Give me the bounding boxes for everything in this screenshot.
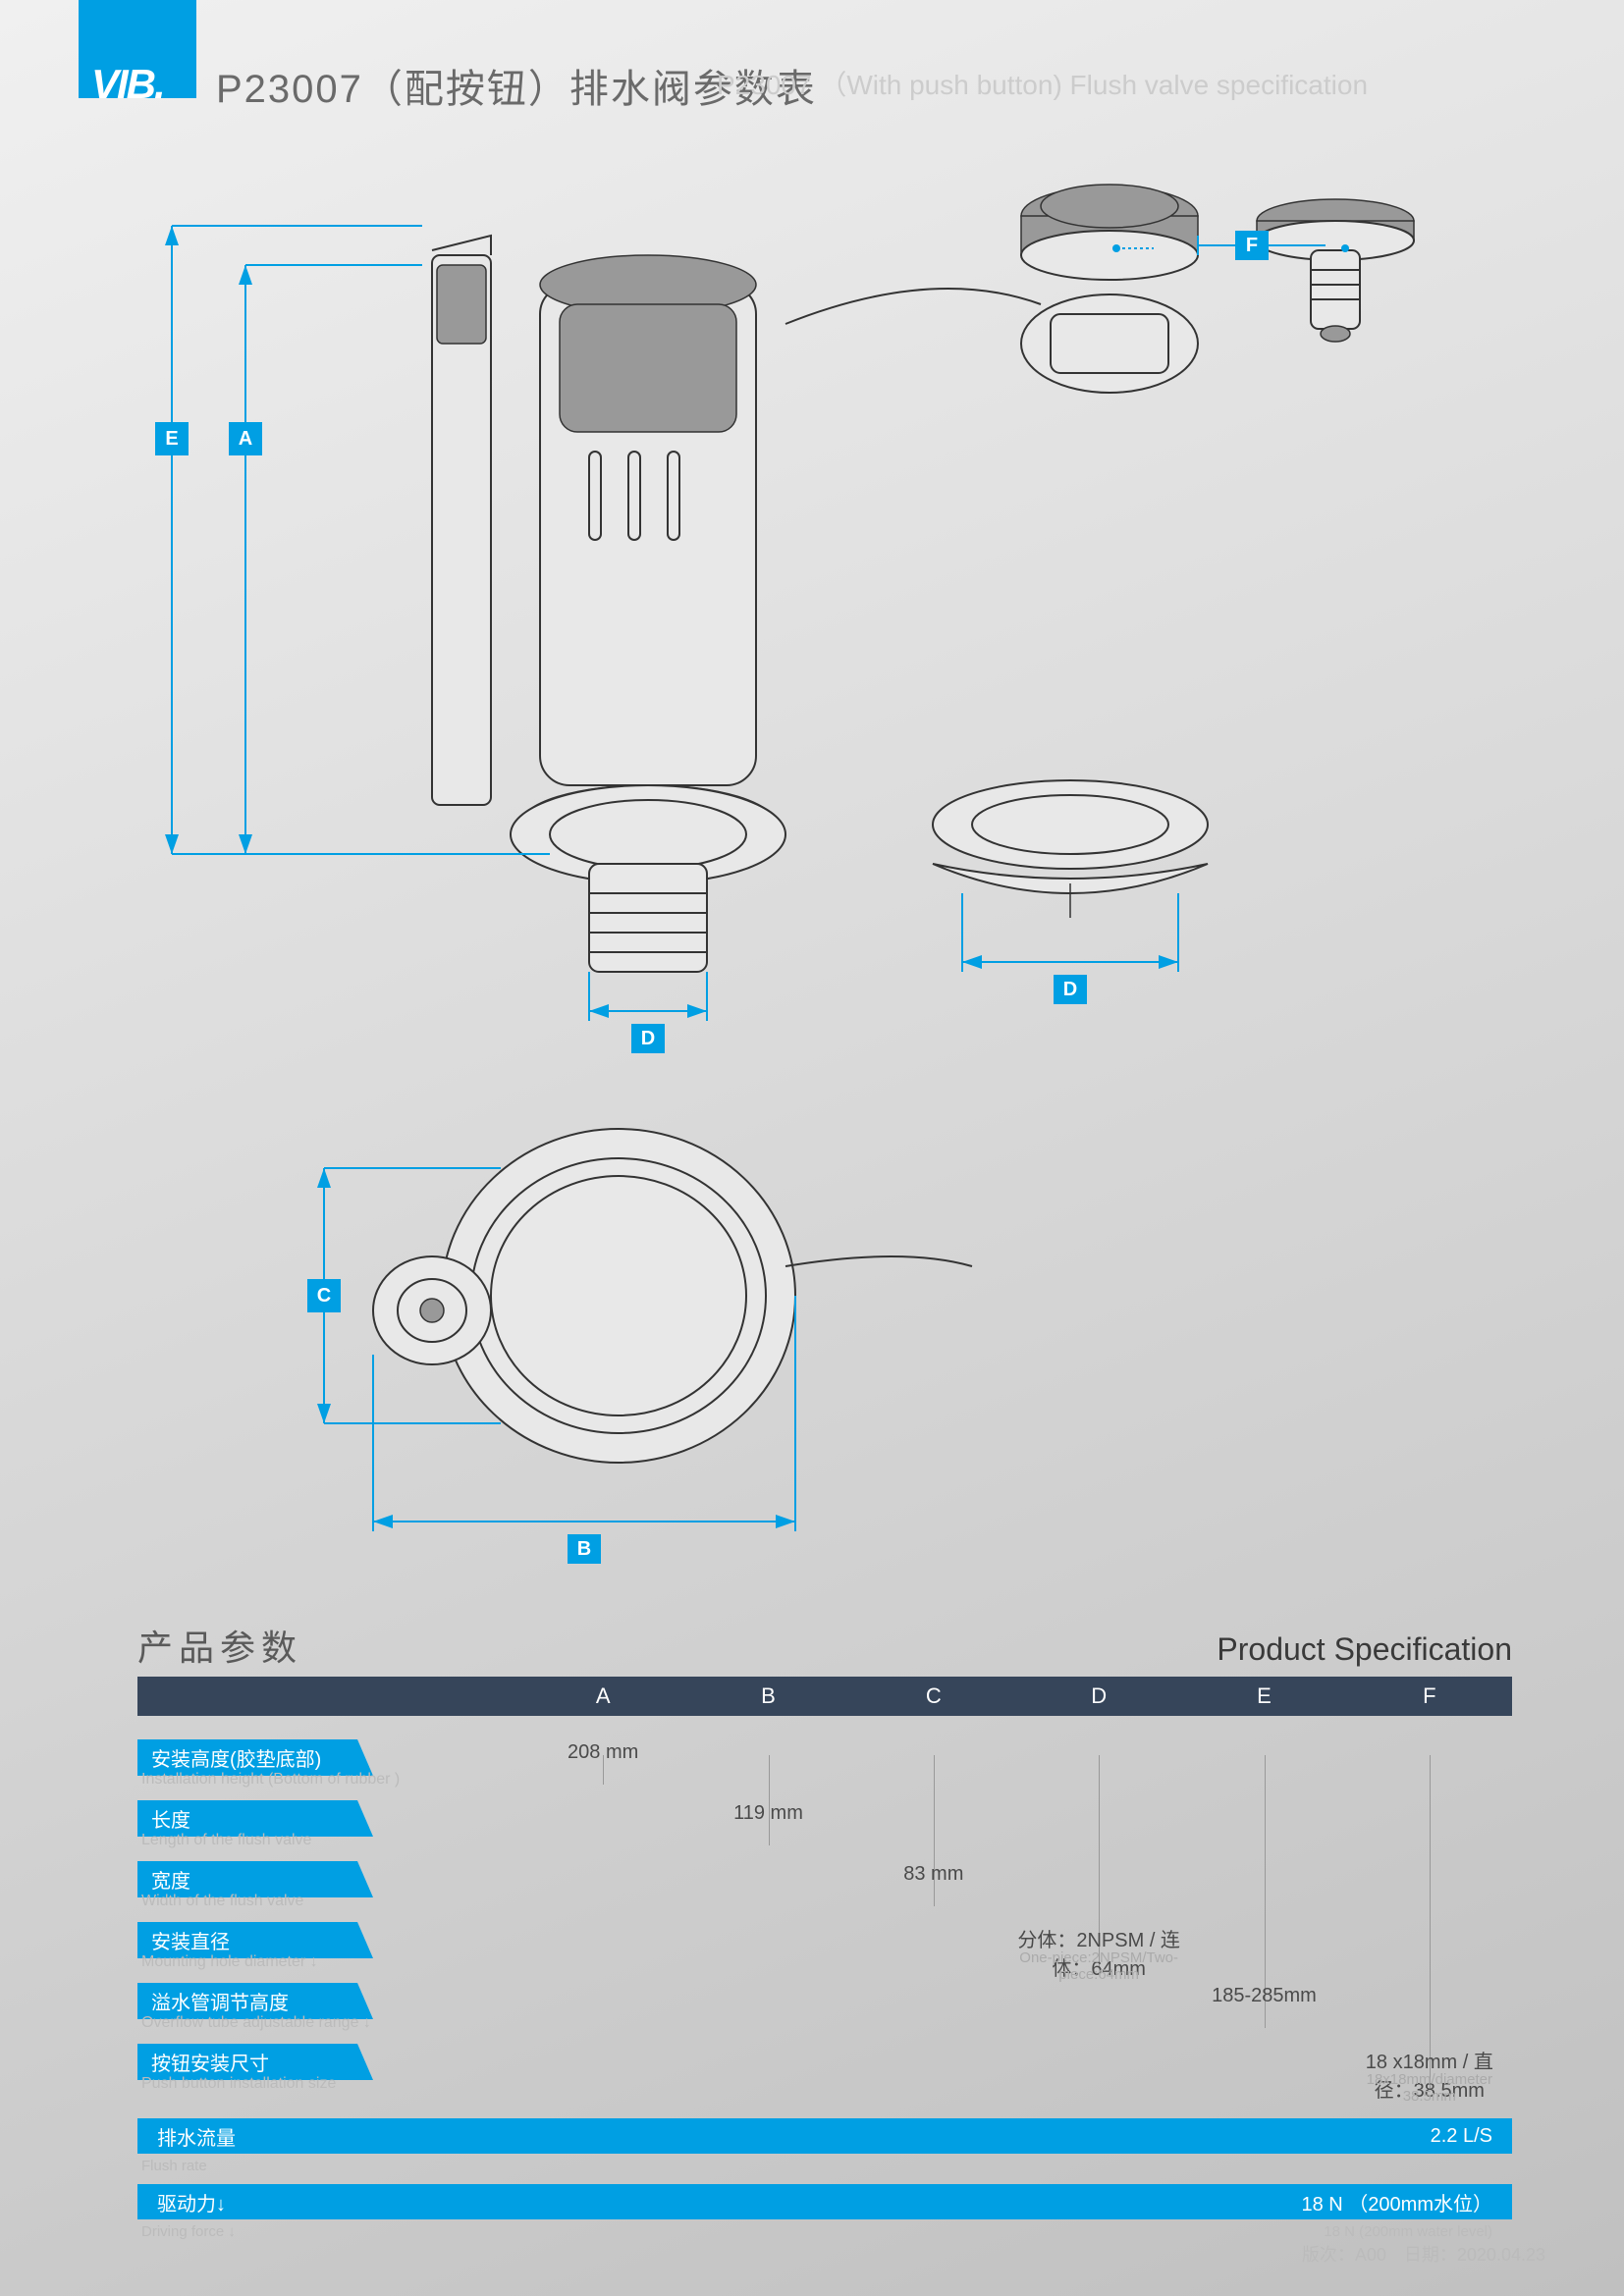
- spec-col-B: B: [685, 1683, 850, 1709]
- bottom-label-en: Flush rate: [141, 2158, 207, 2174]
- spec-cell: [1181, 1863, 1346, 1886]
- spec-cell: [1181, 1802, 1346, 1825]
- spec-cell: [1347, 1985, 1512, 2007]
- spec-row: 长度Length of the flush valve119 mm: [137, 1800, 1512, 1855]
- spec-cell: 83 mm: [851, 1863, 1016, 1886]
- bottom-value-en: 18 N (200mm water level): [1324, 2223, 1492, 2240]
- bottom-row-en: Flush rate: [137, 2158, 1512, 2184]
- row-label-en: Mounting hole diameter ↓: [141, 1953, 318, 1971]
- footer-text: 版次：A00 日期：2020.04.23: [1302, 2241, 1545, 2267]
- spec-cell: [1016, 1985, 1181, 2007]
- spec-cell-en: [1347, 1949, 1512, 1983]
- spec-cell-en: [685, 1949, 850, 1983]
- bottom-label-en: Driving force ↓: [141, 2223, 236, 2240]
- spec-cell: [1016, 1741, 1181, 1764]
- spec-row: 宽度Width of the flush valve83 mm: [137, 1861, 1512, 1916]
- dim-d2-label: D: [1063, 979, 1077, 1000]
- spec-cell-en: [685, 2071, 850, 2105]
- spec-section: 产品参数 Product Specification ABCDEF 安装高度(胶…: [137, 1620, 1512, 2250]
- logo: VIB.: [91, 61, 164, 108]
- page-title-en: P23007 （With push button) Flush valve sp…: [717, 64, 1368, 103]
- spec-cell: [1347, 1741, 1512, 1764]
- bottom-label-cn: 驱动力↓: [157, 2188, 226, 2216]
- spec-col-A: A: [520, 1683, 685, 1709]
- spec-cell: [520, 1985, 685, 2007]
- spec-cell: [851, 1985, 1016, 2007]
- spec-cell: [1181, 1741, 1346, 1764]
- spec-row: 溢水管调节高度Overflow tube adjustable range ↓1…: [137, 1983, 1512, 2038]
- spec-cell-en: 18x18mm/diameter 38.5mm: [1347, 2071, 1512, 2105]
- dim-b-label: B: [577, 1538, 591, 1560]
- spec-cell: [685, 1863, 850, 1886]
- spec-col-C: C: [851, 1683, 1016, 1709]
- spec-cell: [1016, 1802, 1181, 1825]
- row-label-en: Length of the flush valve: [141, 1832, 311, 1849]
- spec-cell-en: [851, 1949, 1016, 1983]
- dim-d-label: D: [641, 1028, 655, 1049]
- dim-f-label: F: [1246, 235, 1258, 256]
- spec-cell-en: One-piece:2NPSM/Two-piece:64mm: [1016, 1949, 1181, 1983]
- technical-diagram: E A D D C: [79, 147, 1542, 1600]
- bottom-row: 驱动力↓ 18 N （200mm水位）: [137, 2184, 1512, 2219]
- bottom-row: 排水流量 2.2 L/S: [137, 2118, 1512, 2154]
- spec-col-E: E: [1181, 1683, 1346, 1709]
- spec-cell-en: [851, 2071, 1016, 2105]
- spec-row: 按钮安装尺寸Push button installation size18 x1…: [137, 2044, 1512, 2099]
- spec-title-cn: 产品参数: [137, 1620, 302, 1671]
- spec-header-row: ABCDEF: [137, 1677, 1512, 1716]
- row-label-en: Installation height (Bottom of rubber ): [141, 1771, 400, 1789]
- spec-cell-en: [520, 2071, 685, 2105]
- spec-cell: [851, 1741, 1016, 1764]
- spec-cell: [685, 1741, 850, 1764]
- spec-cell: [851, 1802, 1016, 1825]
- spec-cell: [1016, 1863, 1181, 1886]
- spec-cell: 185-285mm: [1181, 1985, 1346, 2007]
- row-label-en: Overflow tube adjustable range ↓: [141, 2014, 371, 2032]
- spec-col-D: D: [1016, 1683, 1181, 1709]
- dim-a-label: A: [239, 428, 252, 450]
- row-label-en: Push button installation size: [141, 2075, 336, 2093]
- dim-e-label: E: [165, 428, 178, 450]
- row-label-en: Width of the flush valve: [141, 1893, 303, 1910]
- spec-cell: [520, 1863, 685, 1886]
- spec-cell: [1347, 1802, 1512, 1825]
- spec-cell: [520, 1802, 685, 1825]
- spec-cell: 208 mm: [520, 1741, 685, 1764]
- spec-cell: [1347, 1863, 1512, 1886]
- bottom-label-cn: 排水流量: [157, 2122, 236, 2151]
- spec-title-en: Product Specification: [1217, 1631, 1512, 1668]
- spec-cell: 119 mm: [685, 1802, 850, 1825]
- spec-cell-en: [1181, 2071, 1346, 2105]
- spec-col-F: F: [1347, 1683, 1512, 1709]
- spec-cell-en: [520, 1949, 685, 1983]
- spec-cell: [685, 1985, 850, 2007]
- spec-row: 安装高度(胶垫底部)Installation height (Bottom of…: [137, 1739, 1512, 1794]
- spec-cell-en: [1181, 1949, 1346, 1983]
- spec-row: 安装直径Mounting hole diameter ↓分体：2NPSM / 连…: [137, 1922, 1512, 1977]
- bottom-value-cn: 18 N （200mm水位）: [1302, 2188, 1493, 2216]
- bottom-value-cn: 2.2 L/S: [1431, 2125, 1492, 2148]
- dim-c-label: C: [317, 1285, 331, 1307]
- spec-cell-en: [1016, 2071, 1181, 2105]
